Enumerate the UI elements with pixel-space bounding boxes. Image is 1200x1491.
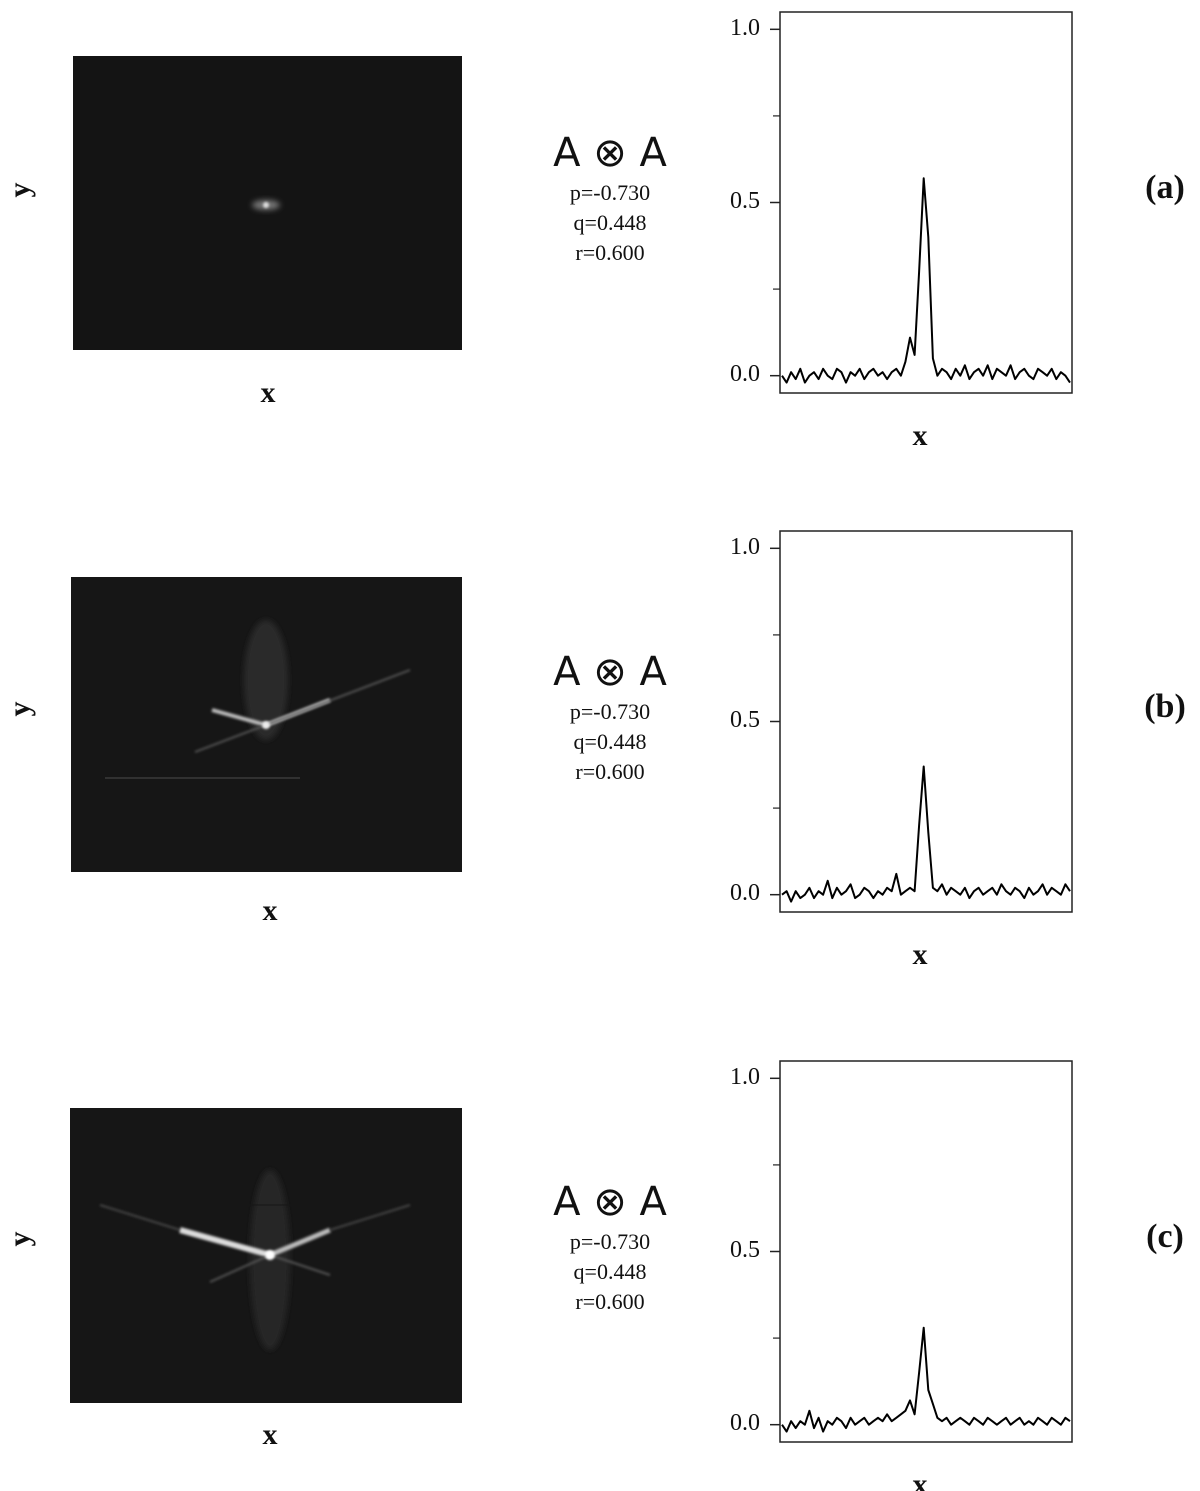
signal-line: [781, 1326, 1071, 1433]
y-tick-label: 0.0: [730, 1410, 760, 1436]
y-tick-label: 0.0: [730, 880, 760, 906]
plot-frame: [779, 1060, 1073, 1443]
panel-label: (c): [1146, 1218, 1184, 1255]
y-tick-label: 0.5: [730, 707, 760, 733]
image-x-label: x: [263, 1418, 278, 1451]
x-axis-label: x: [913, 1468, 928, 1491]
param-r: r=0.600: [575, 1289, 644, 1314]
x-axis-label: x: [913, 419, 928, 452]
image-y-label: y: [3, 1232, 36, 1247]
param-p: p=-0.730: [570, 699, 650, 724]
param-q: q=0.448: [574, 729, 647, 754]
param-r: r=0.600: [575, 759, 644, 784]
y-tick-label: 1.0: [730, 15, 760, 41]
panel-label: (a): [1145, 169, 1185, 206]
image-c: [70, 1108, 462, 1403]
param-r: r=0.600: [575, 240, 644, 265]
operator: A ⊗ A: [553, 130, 667, 176]
operator: A ⊗ A: [553, 649, 667, 695]
signal-line: [781, 177, 1071, 384]
y-tick-label: 1.0: [730, 534, 760, 560]
image-y-label: y: [3, 702, 36, 717]
y-tick-label: 0.5: [730, 188, 760, 214]
y-tick-label: 0.5: [730, 1237, 760, 1263]
param-q: q=0.448: [574, 210, 647, 235]
y-tick-label: 1.0: [730, 1064, 760, 1090]
param-p: p=-0.730: [570, 1229, 650, 1254]
operator: A ⊗ A: [553, 1179, 667, 1225]
image-a: [73, 56, 462, 350]
image-b: [71, 577, 462, 872]
y-tick-label: 0.0: [730, 361, 760, 387]
plot-frame: [779, 530, 1073, 913]
x-axis-label: x: [913, 938, 928, 971]
image-y-label: y: [3, 183, 36, 198]
signal-line: [781, 765, 1071, 903]
param-p: p=-0.730: [570, 180, 650, 205]
image-x-label: x: [263, 894, 278, 927]
param-q: q=0.448: [574, 1259, 647, 1284]
panel-label: (b): [1144, 688, 1186, 725]
image-x-label: x: [261, 376, 276, 409]
